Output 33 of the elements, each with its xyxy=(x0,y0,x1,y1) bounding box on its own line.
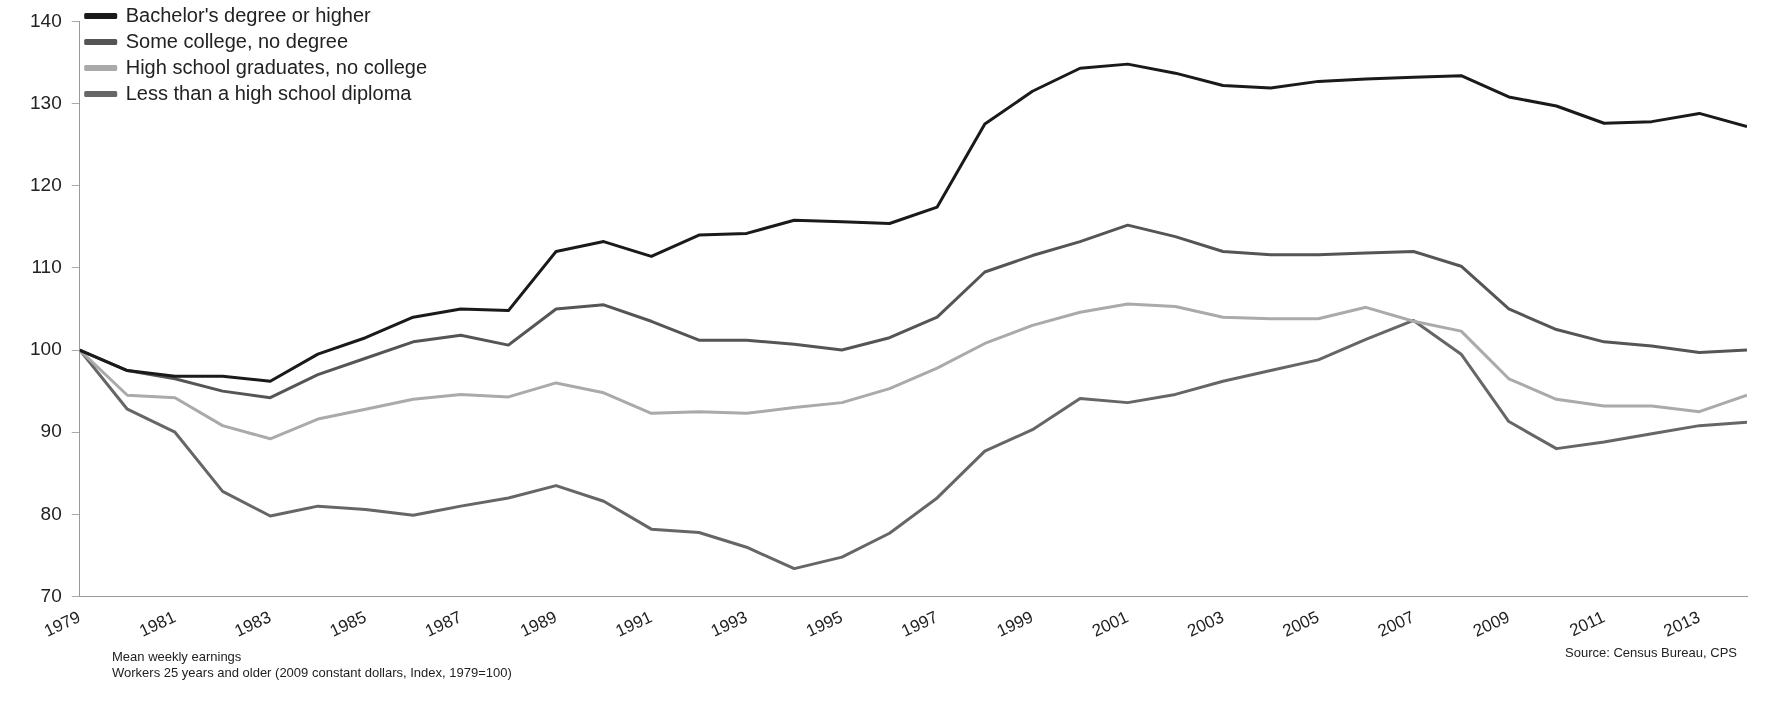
y-tick-label: 110 xyxy=(31,256,62,278)
y-tick-label: 100 xyxy=(30,338,62,360)
text: Mean weekly earnings xyxy=(112,649,242,664)
legend-label: Bachelor's degree or higher xyxy=(125,3,372,26)
y-tick-label: 90 xyxy=(40,420,62,442)
x-tick-label: 1983 xyxy=(231,607,274,641)
text: Workers 25 years and older (2009 constant dollars, Index, 1979=100) xyxy=(112,665,512,680)
y-tick-label: 130 xyxy=(30,91,62,113)
x-tick-label: 2011 xyxy=(1566,607,1608,641)
x-tick-label: 1991 xyxy=(612,607,656,641)
x-tick-label: 1987 xyxy=(422,607,465,641)
y-tick-label: 70 xyxy=(40,584,62,606)
x-tick-label: 1999 xyxy=(993,607,1037,641)
x-tick-label: 1985 xyxy=(326,607,370,641)
x-tick-label: 1995 xyxy=(803,607,846,641)
legend-label: High school graduates, no college xyxy=(125,55,428,78)
y-tick-label: 80 xyxy=(40,502,62,524)
y-tick-label: 140 xyxy=(30,9,62,31)
x-tick-label: 1981 xyxy=(136,607,179,641)
x-tick-label: 2005 xyxy=(1279,607,1322,641)
x-tick-label: 1997 xyxy=(898,607,941,641)
x-tick-label: 2003 xyxy=(1184,607,1227,641)
legend-label: Some college, no degree xyxy=(125,29,349,52)
x-tick-label: 1979 xyxy=(41,607,84,641)
x-tick-label: 1989 xyxy=(517,607,560,641)
source-note: Source: Census Bureau, CPS xyxy=(1565,645,1737,660)
x-tick-label: 2001 xyxy=(1089,607,1132,641)
x-tick-label: 1993 xyxy=(707,607,751,641)
x-tick-label: 2009 xyxy=(1470,607,1513,641)
y-tick-label: 120 xyxy=(30,173,62,195)
x-tick-label: 2013 xyxy=(1660,607,1704,641)
x-tick-label: 2007 xyxy=(1374,607,1418,641)
legend-label: Less than a high school diploma xyxy=(125,81,413,104)
